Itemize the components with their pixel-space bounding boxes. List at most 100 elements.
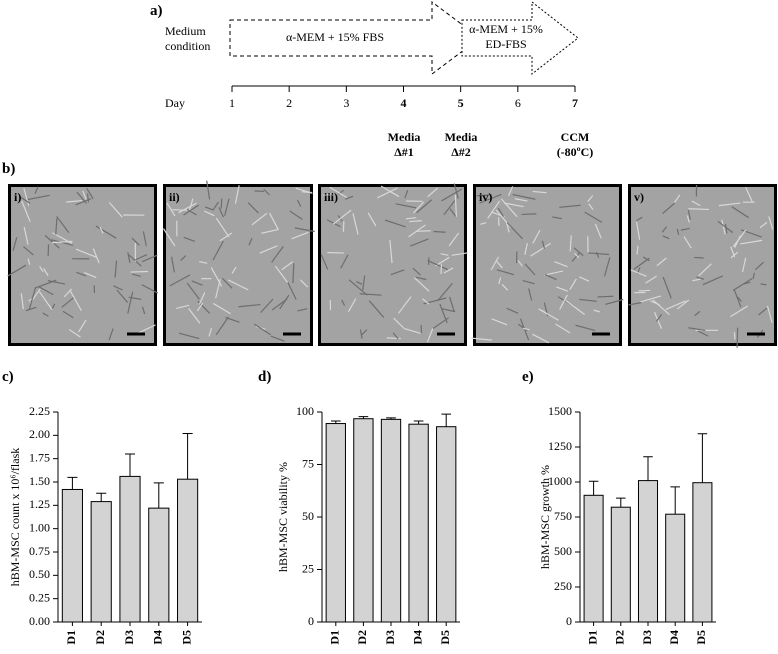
cell xyxy=(397,296,412,314)
cell xyxy=(650,300,660,306)
cell xyxy=(635,221,641,240)
cell xyxy=(224,198,230,216)
error-bar xyxy=(96,492,107,502)
cell xyxy=(108,328,114,341)
cell xyxy=(141,306,146,315)
x-tick-label: D3 xyxy=(383,630,397,645)
x-tick-label: D5 xyxy=(694,630,708,645)
y-tick-label: 0 xyxy=(308,614,314,628)
cell xyxy=(23,188,30,207)
cell xyxy=(593,309,601,313)
cell xyxy=(380,185,400,198)
cell xyxy=(448,232,460,247)
cell xyxy=(43,267,49,277)
cell xyxy=(443,200,456,216)
cell xyxy=(605,298,624,305)
cell xyxy=(521,213,537,216)
cell xyxy=(476,194,492,197)
cell xyxy=(500,198,518,218)
panel-label: b) xyxy=(2,161,16,177)
cell xyxy=(507,186,514,196)
bar xyxy=(692,482,713,623)
error-bar xyxy=(697,433,708,483)
cell xyxy=(134,254,148,261)
cell xyxy=(575,324,596,332)
cell xyxy=(291,231,309,240)
cell xyxy=(212,240,224,261)
cell xyxy=(506,307,519,314)
cell xyxy=(141,284,159,294)
cell xyxy=(384,219,406,228)
cell xyxy=(497,207,504,218)
cell xyxy=(69,290,82,312)
cell xyxy=(42,312,49,317)
cell xyxy=(130,270,149,273)
cell xyxy=(191,280,203,286)
cell xyxy=(292,263,295,284)
cell xyxy=(532,229,541,244)
cell xyxy=(760,283,767,286)
y-tick-label: 1.25 xyxy=(29,497,50,511)
cell xyxy=(295,187,313,194)
y-axis-label: hBM-MSC growth % xyxy=(538,465,552,569)
cell xyxy=(676,299,690,310)
cell xyxy=(636,216,643,222)
x-tick-label: D1 xyxy=(64,630,78,645)
y-tick-label: 500 xyxy=(554,544,572,558)
cell xyxy=(83,272,97,279)
cell xyxy=(519,318,530,341)
cell xyxy=(44,234,60,249)
cell xyxy=(178,202,197,214)
cell xyxy=(731,206,750,219)
medium-arrow xyxy=(461,0,579,76)
cell xyxy=(594,223,602,239)
cell xyxy=(76,191,87,204)
cell xyxy=(495,260,503,269)
cell xyxy=(68,329,81,338)
cell xyxy=(12,237,18,251)
cell xyxy=(676,228,680,235)
panel-label: c) xyxy=(2,369,14,385)
cell xyxy=(759,221,768,229)
event-label: CCM (-80ºC) xyxy=(556,130,594,159)
event-label: Media Δ#1 xyxy=(387,130,421,159)
cell xyxy=(405,217,417,220)
cell xyxy=(392,332,399,340)
cell xyxy=(271,245,284,263)
cell xyxy=(269,212,279,230)
cell xyxy=(188,308,201,324)
cell xyxy=(20,293,24,310)
cell xyxy=(180,255,187,261)
day-tick-label: 4 xyxy=(401,96,407,110)
cell xyxy=(569,278,577,290)
day-tick-label: 3 xyxy=(343,96,349,110)
cell xyxy=(584,211,603,223)
panel-label: a) xyxy=(150,3,163,19)
cell xyxy=(166,202,176,217)
cell xyxy=(491,318,508,326)
cell xyxy=(170,256,175,273)
cell xyxy=(416,230,431,232)
cell xyxy=(359,293,382,296)
cell xyxy=(254,190,264,193)
bar xyxy=(353,418,374,623)
y-tick-label: 0.25 xyxy=(29,590,50,604)
x-tick-label: D1 xyxy=(585,630,599,645)
cell xyxy=(556,286,569,292)
micrograph xyxy=(163,184,313,346)
micrograph xyxy=(8,184,157,346)
cell xyxy=(579,276,590,282)
y-tick-label: 1.00 xyxy=(29,520,50,534)
cell xyxy=(573,247,584,257)
cell xyxy=(654,312,663,330)
bar xyxy=(325,423,346,623)
cell xyxy=(422,298,430,305)
cell xyxy=(656,257,667,267)
error-bar xyxy=(358,416,369,419)
cell xyxy=(78,319,87,333)
cell xyxy=(23,226,29,245)
cell xyxy=(541,240,546,249)
cell xyxy=(227,279,249,291)
cell xyxy=(86,188,94,200)
